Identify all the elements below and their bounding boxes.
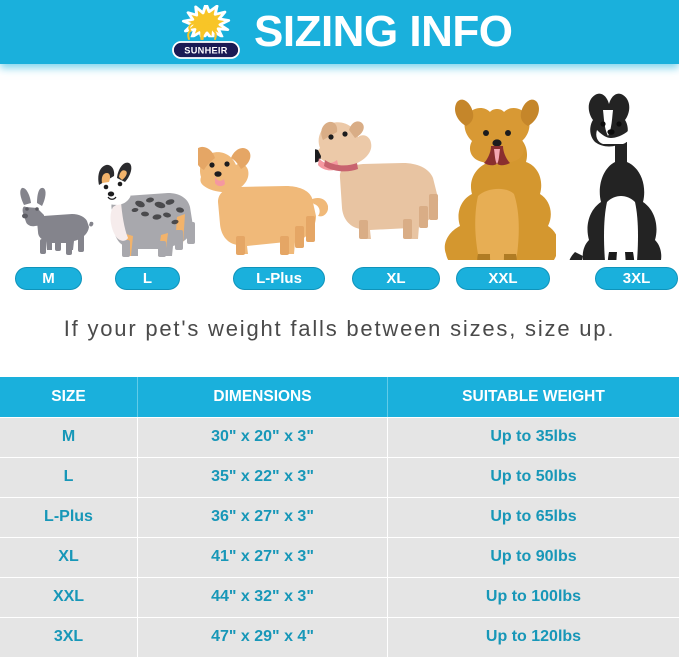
svg-text:SUNHEIR: SUNHEIR xyxy=(184,46,228,56)
